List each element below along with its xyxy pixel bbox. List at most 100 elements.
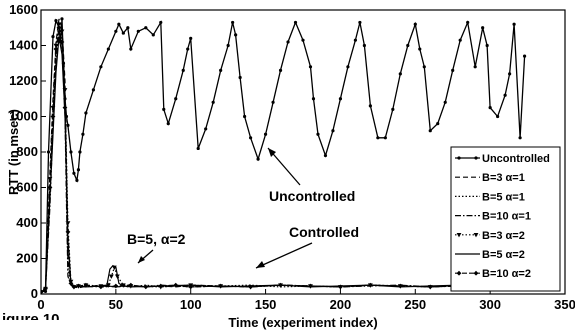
y-tick-label: 0 xyxy=(31,286,38,301)
legend-marker xyxy=(456,270,462,276)
series-point xyxy=(113,283,119,289)
y-tick-label: 600 xyxy=(16,180,38,195)
series-point xyxy=(522,54,527,58)
legend-label: B=10 α=1 xyxy=(482,211,531,223)
series-point xyxy=(226,43,230,48)
series-point xyxy=(106,47,110,51)
series-point xyxy=(503,93,507,97)
series-point xyxy=(143,284,149,290)
series-point xyxy=(76,283,81,289)
series-point xyxy=(189,36,193,41)
series-point xyxy=(126,26,130,30)
series-point xyxy=(211,100,215,104)
series-point xyxy=(397,283,403,289)
series-point xyxy=(71,284,77,290)
series-point xyxy=(473,65,477,69)
series-point xyxy=(162,107,166,111)
series-point xyxy=(367,282,373,288)
series-point xyxy=(204,127,208,131)
series-point xyxy=(129,47,133,51)
series-point xyxy=(65,229,71,235)
series-point xyxy=(428,129,432,133)
series-point xyxy=(308,65,313,69)
series-point xyxy=(186,47,190,51)
y-axis-label: RTT (in msec) xyxy=(6,109,21,195)
figure-caption: igure 10 xyxy=(2,311,60,328)
series-point xyxy=(422,65,426,69)
annotation-uncontrolled: Uncontrolled xyxy=(269,188,355,204)
series-point xyxy=(243,114,247,119)
series-point xyxy=(383,136,387,140)
x-tick-label: 250 xyxy=(404,297,426,312)
series-point xyxy=(323,153,328,158)
series-point xyxy=(278,68,283,72)
series-point xyxy=(451,68,455,72)
series-point xyxy=(249,136,253,140)
series-point xyxy=(436,122,440,126)
legend-label: B=5 α=2 xyxy=(482,249,525,261)
series-point xyxy=(368,104,372,108)
series-point xyxy=(311,97,316,101)
series-point xyxy=(406,43,410,48)
x-tick-label: 0 xyxy=(37,297,44,312)
series-point xyxy=(248,284,253,290)
series-point xyxy=(485,43,489,48)
series-point xyxy=(301,38,305,42)
series-point xyxy=(238,75,242,80)
series-point xyxy=(81,132,85,136)
y-tick-label: 800 xyxy=(16,144,38,159)
series-point xyxy=(278,282,283,288)
series-point xyxy=(218,283,224,289)
legend-label: B=10 α=2 xyxy=(482,268,531,280)
series-point xyxy=(84,111,88,115)
series-point xyxy=(316,132,320,136)
series-point xyxy=(174,97,178,101)
y-tick-label: 400 xyxy=(16,215,38,230)
series-line xyxy=(41,27,525,293)
series-point xyxy=(158,283,164,289)
legend-label: B=3 α=2 xyxy=(482,230,525,242)
series-point xyxy=(59,29,65,34)
series-point xyxy=(78,150,82,154)
x-tick-label: 300 xyxy=(479,297,501,312)
series-point xyxy=(114,29,118,33)
series-point xyxy=(293,20,298,25)
legend-marker xyxy=(456,233,462,238)
series-point xyxy=(50,114,56,119)
series-point xyxy=(398,72,402,76)
series-point xyxy=(151,33,155,37)
x-tick-label: 150 xyxy=(255,297,277,312)
series-point xyxy=(108,274,114,279)
series-point xyxy=(358,20,362,25)
series-point xyxy=(66,123,70,127)
series-point xyxy=(54,19,58,23)
legend-marker xyxy=(457,156,461,160)
series-point xyxy=(362,43,366,48)
series-point xyxy=(99,65,103,69)
y-tick-label: 1200 xyxy=(9,73,38,88)
series-point xyxy=(231,20,235,25)
series-point xyxy=(512,22,516,26)
series-point xyxy=(47,185,53,190)
series-point xyxy=(181,68,185,72)
legend-box xyxy=(450,146,561,292)
series-point xyxy=(136,29,140,33)
x-tick-label: 100 xyxy=(180,297,202,312)
series-point xyxy=(53,46,59,52)
legend-marker xyxy=(474,156,478,160)
series-point xyxy=(144,26,148,30)
series-point xyxy=(51,35,55,39)
legend-label: B=3 α=1 xyxy=(482,172,525,184)
legend-label: B=5 α=1 xyxy=(482,191,525,203)
legend: Uncontrolled B=3 α=1 B=5 α=1 B=10 α=1 B=3 α=… xyxy=(450,146,561,292)
series-point xyxy=(346,65,350,69)
x-axis-label: Time (experiment index) xyxy=(228,315,377,330)
series-point xyxy=(427,284,433,290)
series-6 xyxy=(41,25,527,294)
series-point xyxy=(72,171,76,175)
series-point xyxy=(496,114,500,119)
series-point xyxy=(353,38,357,42)
series-point xyxy=(338,284,343,290)
series-point xyxy=(62,105,68,111)
annotation-uncontrolled-arrowhead xyxy=(268,148,276,157)
